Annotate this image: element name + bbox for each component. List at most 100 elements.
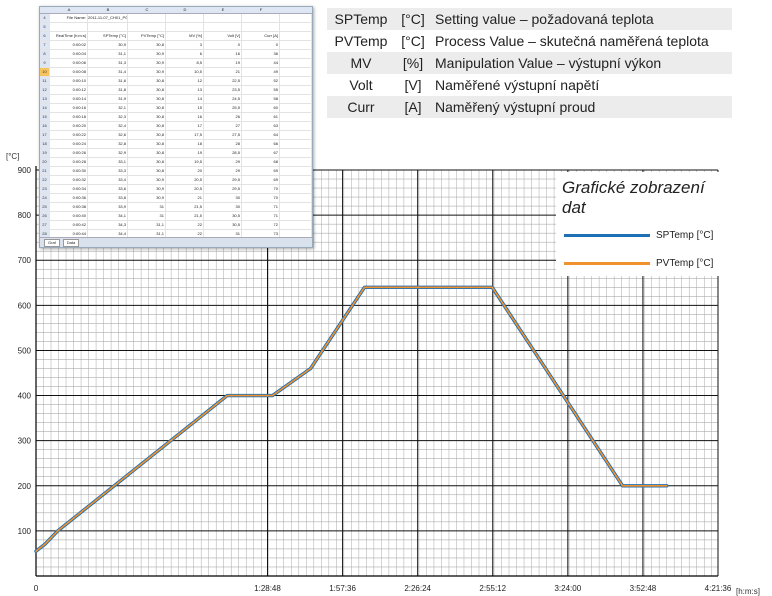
data-cell[interactable]: 30,8 xyxy=(128,149,166,158)
row-number[interactable]: 11 xyxy=(40,77,50,86)
data-cell[interactable]: 16 xyxy=(204,50,242,59)
data-cell[interactable]: 30,9 xyxy=(128,59,166,68)
data-cell[interactable]: 0:00:28 xyxy=(50,158,88,167)
cell[interactable] xyxy=(128,14,166,23)
data-cell[interactable]: 0:00:42 xyxy=(50,221,88,230)
data-cell[interactable]: 63 xyxy=(242,122,280,131)
data-cell[interactable]: 33,9 xyxy=(88,203,128,212)
data-cell[interactable]: 60 xyxy=(242,104,280,113)
file-name-value[interactable]: 2011-11-07_CH01_P02 xyxy=(88,14,128,23)
cell[interactable] xyxy=(280,167,312,176)
data-cell[interactable]: 0:00:26 xyxy=(50,149,88,158)
data-cell[interactable]: 0:00:40 xyxy=(50,212,88,221)
data-cell[interactable]: 58 xyxy=(242,95,280,104)
data-cell[interactable]: 15 xyxy=(166,104,204,113)
data-cell[interactable]: 30,8 xyxy=(128,104,166,113)
column-header-cell[interactable]: RealTime [h:m:s] xyxy=(50,32,88,41)
cell[interactable] xyxy=(280,95,312,104)
data-cell[interactable]: 33,6 xyxy=(88,185,128,194)
row-number[interactable]: 17 xyxy=(40,131,50,140)
data-cell[interactable]: 31,1 xyxy=(88,50,128,59)
cell[interactable] xyxy=(280,86,312,95)
cell[interactable] xyxy=(280,140,312,149)
data-cell[interactable]: 17 xyxy=(166,122,204,131)
cell[interactable] xyxy=(280,104,312,113)
data-cell[interactable]: 10,5 xyxy=(166,68,204,77)
row-number[interactable]: 13 xyxy=(40,95,50,104)
data-cell[interactable]: 33,4 xyxy=(88,176,128,185)
row-number[interactable]: 12 xyxy=(40,86,50,95)
data-cell[interactable]: 33,3 xyxy=(88,167,128,176)
data-cell[interactable]: 20,5 xyxy=(166,185,204,194)
column-letter[interactable]: E xyxy=(221,7,225,12)
cell[interactable] xyxy=(280,212,312,221)
data-cell[interactable]: 32,4 xyxy=(88,122,128,131)
cell[interactable] xyxy=(280,194,312,203)
data-cell[interactable]: 69 xyxy=(242,167,280,176)
cell[interactable] xyxy=(280,221,312,230)
data-cell[interactable]: 30,9 xyxy=(128,185,166,194)
data-cell[interactable]: 31,4 xyxy=(88,68,128,77)
data-cell[interactable]: 71 xyxy=(242,212,280,221)
row-number[interactable]: 16 xyxy=(40,122,50,131)
data-cell[interactable]: 0:00:06 xyxy=(50,59,88,68)
data-cell[interactable]: 16 xyxy=(166,113,204,122)
cell[interactable] xyxy=(50,23,88,32)
data-cell[interactable]: 30,9 xyxy=(88,41,128,50)
row-number[interactable]: 14 xyxy=(40,104,50,113)
data-cell[interactable]: 31,9 xyxy=(88,95,128,104)
row-number[interactable]: 19 xyxy=(40,149,50,158)
data-cell[interactable]: 30,5 xyxy=(204,221,242,230)
data-cell[interactable]: 55 xyxy=(242,86,280,95)
cell[interactable] xyxy=(242,14,280,23)
data-cell[interactable]: 0 xyxy=(242,41,280,50)
data-cell[interactable]: 0:00:32 xyxy=(50,176,88,185)
sheet-tab[interactable]: Graf xyxy=(44,238,60,247)
data-cell[interactable]: 21,5 xyxy=(166,203,204,212)
data-cell[interactable]: 30,8 xyxy=(128,95,166,104)
cell[interactable] xyxy=(128,23,166,32)
row-number[interactable]: 23 xyxy=(40,185,50,194)
data-cell[interactable]: 67 xyxy=(242,149,280,158)
data-cell[interactable]: 0:00:34 xyxy=(50,185,88,194)
data-cell[interactable]: 0:00:12 xyxy=(50,86,88,95)
column-letter[interactable]: A xyxy=(67,7,71,12)
data-cell[interactable]: 25,5 xyxy=(204,104,242,113)
data-cell[interactable]: 0:00:38 xyxy=(50,203,88,212)
data-cell[interactable]: 30 xyxy=(204,203,242,212)
cell[interactable] xyxy=(280,203,312,212)
data-cell[interactable]: 29,5 xyxy=(204,176,242,185)
data-cell[interactable]: 19 xyxy=(204,59,242,68)
column-header-cell[interactable]: MV [%] xyxy=(166,32,204,41)
data-cell[interactable]: 0:00:14 xyxy=(50,95,88,104)
data-cell[interactable]: 33,8 xyxy=(88,194,128,203)
data-cell[interactable]: 68 xyxy=(242,158,280,167)
cell[interactable] xyxy=(242,23,280,32)
row-number[interactable]: 5 xyxy=(40,23,50,32)
row-number[interactable]: 15 xyxy=(40,113,50,122)
cell[interactable] xyxy=(280,59,312,68)
data-cell[interactable]: 24,5 xyxy=(204,95,242,104)
data-cell[interactable]: 66 xyxy=(242,140,280,149)
data-cell[interactable]: 27 xyxy=(204,122,242,131)
data-cell[interactable]: 28 xyxy=(204,140,242,149)
data-cell[interactable]: 20,5 xyxy=(166,176,204,185)
data-cell[interactable]: 23,5 xyxy=(204,86,242,95)
data-cell[interactable]: 0:00:18 xyxy=(50,113,88,122)
cell[interactable] xyxy=(280,68,312,77)
cell[interactable] xyxy=(280,50,312,59)
data-cell[interactable]: 31 xyxy=(128,203,166,212)
data-cell[interactable]: 30,9 xyxy=(128,68,166,77)
row-number[interactable]: 24 xyxy=(40,194,50,203)
row-number[interactable]: 25 xyxy=(40,203,50,212)
data-cell[interactable]: 30,8 xyxy=(128,140,166,149)
data-cell[interactable]: 0:00:30 xyxy=(50,167,88,176)
data-cell[interactable]: 19,5 xyxy=(166,158,204,167)
data-cell[interactable]: 30,5 xyxy=(204,212,242,221)
data-cell[interactable]: 0:00:16 xyxy=(50,104,88,113)
data-cell[interactable]: 21,5 xyxy=(166,212,204,221)
data-cell[interactable]: 31,1 xyxy=(128,221,166,230)
data-cell[interactable]: 30,8 xyxy=(128,86,166,95)
data-cell[interactable]: 30,8 xyxy=(128,158,166,167)
data-cell[interactable]: 31,3 xyxy=(88,59,128,68)
